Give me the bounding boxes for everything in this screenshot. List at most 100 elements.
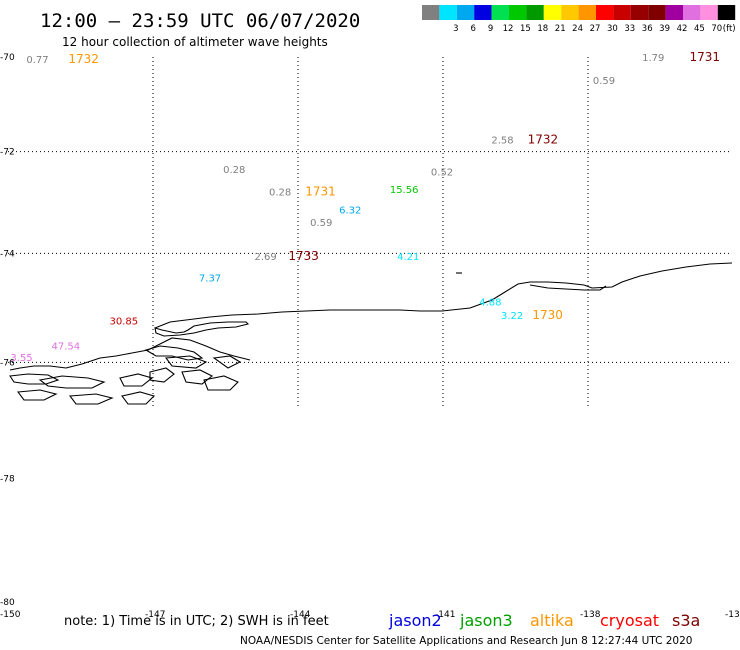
observation-time: 1733 [288, 249, 319, 263]
color-scale-legend: 3 6 9 12 15 18 21 24 27 30 33 36 39 42 45 70 (ft) [422, 5, 736, 34]
scale-swatch [630, 5, 649, 20]
island-a [9, 373, 60, 385]
island-f [149, 367, 175, 383]
longitude-label: -147 [145, 610, 165, 620]
wave-height-value: 1.79 [642, 53, 664, 64]
scale-label: 21 [555, 24, 566, 34]
longitude-label: -141 [435, 610, 455, 620]
scale-swatch [596, 5, 614, 20]
island-i [203, 375, 239, 391]
scale-swatch [509, 5, 527, 20]
observation-time: 1732 [528, 132, 559, 146]
scale-label: 12 [503, 24, 514, 34]
scale-label: 9 [488, 24, 493, 34]
wave-height-value: 15.56 [390, 185, 419, 196]
island-d [68, 393, 114, 405]
satellite-s3a: s3a [672, 611, 700, 630]
scale-swatch [526, 5, 544, 20]
wave-height-value: 2.69 [255, 252, 277, 263]
scale-label: 45 [694, 24, 705, 34]
scale-swatch [456, 5, 475, 20]
coast-lobe [144, 345, 204, 361]
scale-swatch [700, 5, 718, 20]
scale-label: 3 [453, 24, 458, 34]
wave-height-value: 0.59 [310, 218, 332, 229]
island-b [38, 375, 106, 389]
scale-swatch [543, 5, 562, 20]
coastline [9, 262, 733, 405]
wave-height-value: 0.77 [26, 55, 48, 66]
scale-label: 42 [677, 24, 688, 34]
scale-label: 70 [711, 24, 722, 34]
wave-height-value: 4.88 [479, 298, 501, 309]
scale-swatch [439, 5, 457, 20]
longitude-label: -135 [725, 610, 740, 620]
island-k [212, 355, 242, 369]
scale-unit: (ft) [723, 24, 736, 34]
scale-swatch [474, 5, 492, 20]
scale-swatch [613, 5, 631, 20]
satellite-cryosat: cryosat [600, 611, 659, 630]
satellite-legend: jason2 jason3 altika cryosat s3a [388, 611, 700, 630]
scale-swatch [561, 5, 579, 20]
longitude-label: -150 [0, 610, 21, 620]
scale-label: 27 [590, 24, 601, 34]
map-subtitle: 12 hour collection of altimeter wave hei… [62, 35, 328, 49]
wave-height-value: 3.22 [501, 311, 523, 322]
satellite-altika: altika [530, 611, 574, 630]
wave-height-value: 6.32 [339, 205, 361, 216]
scale-label: 33 [624, 24, 635, 34]
latitude-label: -72 [0, 148, 15, 158]
scale-label: 36 [642, 24, 653, 34]
scale-swatch [665, 5, 683, 20]
latitude-label: -76 [0, 358, 15, 368]
wave-height-value: 2.58 [491, 135, 513, 146]
island-c [16, 389, 58, 401]
scale-label: 18 [537, 24, 548, 34]
wave-height-value: 3.55 [10, 353, 32, 364]
observation-time: 1732 [68, 52, 99, 66]
longitude-label: -138 [580, 610, 601, 620]
latitude-label: -80 [0, 598, 15, 608]
wave-height-value: 4.21 [397, 252, 419, 263]
observation-time: 1730 [532, 308, 563, 322]
scale-swatch [717, 5, 736, 20]
island-h [181, 369, 214, 385]
scale-swatch [491, 5, 509, 20]
island-g [164, 355, 208, 369]
island-j [121, 391, 156, 405]
island-e [119, 373, 154, 387]
scale-swatch [578, 5, 596, 20]
scale-swatch [422, 5, 440, 20]
satellite-jason2: jason2 [388, 611, 442, 630]
observation-labels: 0.77 1732 1.79 1731 0.59 2.58 1732 0.28 0.52 0.28… [10, 50, 720, 364]
wave-height-value: 47.54 [52, 342, 81, 353]
ice-shelf-edge [154, 262, 733, 329]
ice-shelf-inner [529, 284, 607, 291]
coast-inlet [154, 321, 250, 337]
footer-note: note: 1) Time is in UTC; 2) SWH is in fe… [64, 614, 329, 629]
scale-swatch [683, 5, 701, 20]
graticule [8, 57, 732, 406]
scale-label: 30 [607, 24, 618, 34]
scale-label: 24 [572, 24, 583, 34]
observation-time: 1731 [305, 184, 336, 198]
footer-credit: NOAA/NESDIS Center for Satellite Applica… [240, 635, 692, 647]
latitude-label: -74 [0, 249, 15, 259]
scale-label: 39 [659, 24, 670, 34]
wave-height-value: 30.85 [110, 317, 139, 328]
wave-height-value: 0.52 [431, 167, 453, 178]
scale-swatch [648, 5, 666, 20]
coast-mainland [9, 337, 251, 371]
wave-height-value: 7.37 [199, 273, 221, 284]
map-title: 12:00 — 23:59 UTC 06/07/2020 [40, 10, 360, 32]
latitude-label: -70 [0, 53, 15, 63]
scale-label: 15 [520, 24, 531, 34]
wave-height-value: 0.59 [593, 76, 615, 87]
latitude-labels: -70 -72 -74 -76 -78 -80 [0, 53, 15, 608]
latitude-label: -78 [0, 475, 15, 485]
longitude-labels: -150 -147 -144 -141 -138 -135 [0, 610, 740, 620]
wave-height-value: 0.28 [269, 187, 291, 198]
observation-time: 1731 [690, 50, 721, 64]
